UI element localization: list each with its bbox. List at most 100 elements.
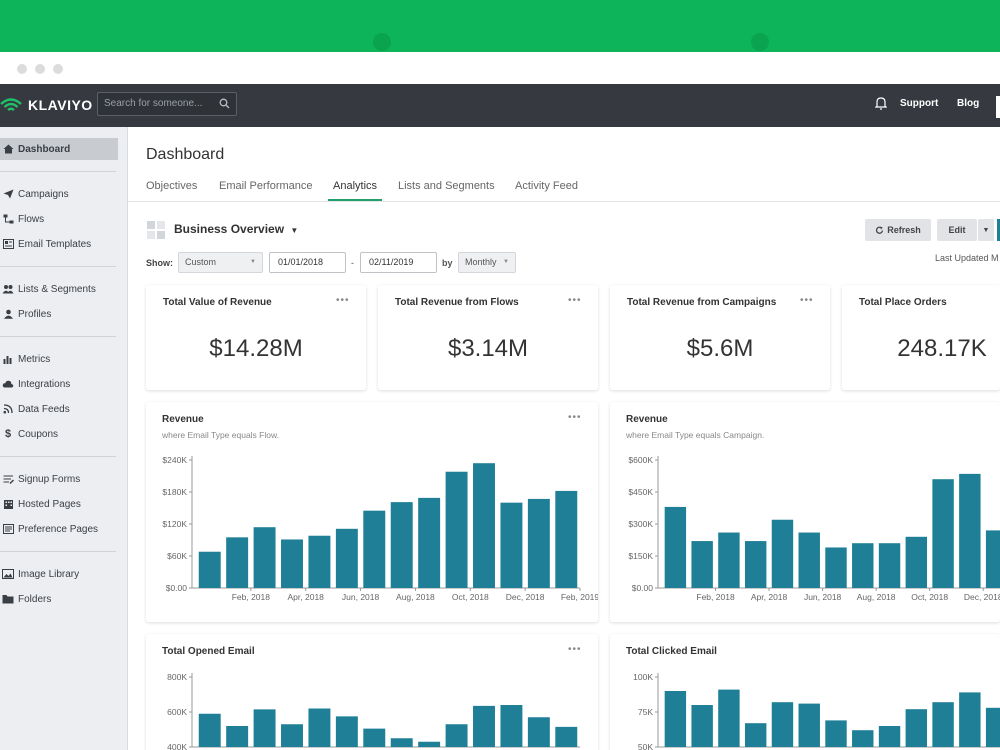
bar — [905, 709, 928, 747]
sidebar-item-label: Profiles — [18, 308, 52, 320]
image-icon — [2, 568, 14, 580]
x-tick-label: Apr, 2018 — [288, 592, 325, 602]
sidebar-item-signup-forms[interactable]: Signup Forms — [0, 468, 118, 490]
sidebar-item-preference-pages[interactable]: Preference Pages — [0, 518, 118, 540]
sidebar-item-data-feeds[interactable]: Data Feeds — [0, 398, 118, 420]
sidebar-item-metrics[interactable]: Metrics — [0, 348, 118, 370]
sidebar-item-label: Hosted Pages — [18, 498, 81, 510]
search-icon[interactable] — [219, 98, 230, 109]
date-to-input[interactable]: 02/11/2019 — [360, 252, 437, 273]
sidebar-item-dashboard[interactable]: Dashboard — [0, 138, 118, 160]
tab-analytics[interactable]: Analytics — [333, 180, 378, 192]
tab-activity-feed[interactable]: Activity Feed — [515, 180, 578, 192]
metric-value: $14.28M — [209, 335, 303, 362]
edit-button[interactable]: Edit — [937, 219, 977, 241]
by-label: by — [442, 258, 453, 268]
sidebar-item-label: Data Feeds — [18, 403, 70, 415]
range-select[interactable]: Custom ▼ — [178, 252, 263, 273]
bar — [226, 726, 249, 747]
more-options-icon[interactable]: ••• — [568, 412, 582, 423]
revenue-campaign-chart: $0.00 $150K $300K $450K $600K Feb, 2018 Apr, 2… — [628, 455, 1000, 602]
more-options-icon[interactable]: ••• — [568, 644, 582, 655]
bar — [363, 510, 386, 588]
overview-dropdown[interactable]: Business Overview ▼ — [174, 222, 298, 236]
sidebar-item-image-library[interactable]: Image Library — [0, 563, 118, 585]
sidebar-item-label: Flows — [18, 213, 45, 225]
window-minimize-dot[interactable] — [35, 64, 45, 74]
x-tick-label: Jun, 2018 — [342, 592, 380, 602]
y-tick-label: $60K — [167, 551, 187, 561]
bar — [985, 530, 1000, 588]
overview-title: Business Overview — [174, 222, 285, 236]
window-maximize-dot[interactable] — [53, 64, 63, 74]
bar — [798, 532, 820, 588]
x-tick-label: Oct, 2018 — [452, 592, 489, 602]
sidebar-item-flows[interactable]: Flows — [0, 208, 118, 230]
bar — [390, 738, 413, 747]
cloud-icon — [2, 378, 14, 390]
metric-card: Total Revenue from Campaigns ••• $5.6M — [610, 285, 830, 390]
bar — [390, 502, 413, 588]
sidebar-item-hosted-pages[interactable]: Hosted Pages — [0, 493, 118, 515]
brand-logo[interactable]: KLAVIYO — [0, 96, 93, 114]
granularity-select[interactable]: Monthly ▼ — [458, 252, 516, 273]
date-separator: - — [351, 258, 354, 268]
more-options-icon[interactable]: ••• — [336, 295, 350, 306]
bar — [473, 705, 495, 747]
bar — [363, 728, 386, 747]
bar — [281, 724, 303, 747]
backdrop-knob — [751, 33, 769, 51]
support-link[interactable]: Support — [900, 98, 939, 109]
bar — [718, 689, 740, 747]
account-avatar[interactable] — [996, 96, 1000, 118]
more-options-icon[interactable]: ••• — [568, 295, 582, 306]
refresh-button[interactable]: Refresh — [865, 219, 931, 241]
last-updated-text: Last Updated M — [935, 253, 999, 263]
bar — [878, 726, 901, 747]
bar — [691, 541, 713, 588]
sidebar-item-integrations[interactable]: Integrations — [0, 373, 118, 395]
primary-action-sliver[interactable] — [997, 219, 1000, 241]
metric-value: $3.14M — [447, 335, 529, 362]
people-icon — [2, 283, 14, 295]
date-from-input[interactable]: 01/01/2018 — [269, 252, 346, 273]
sidebar-item-campaigns[interactable]: Campaigns — [0, 183, 118, 205]
metric-card: Total Revenue from Flows ••• $3.14M — [378, 285, 598, 390]
bar — [825, 547, 847, 588]
brand-name: KLAVIYO — [28, 97, 93, 113]
sidebar-item-coupons[interactable]: $ Coupons — [0, 423, 118, 445]
y-tick-label: 50K — [638, 742, 653, 750]
y-tick-label: $120K — [162, 519, 187, 529]
metric-card: Total Place Orders 248.17K — [842, 285, 1000, 390]
bar — [198, 713, 221, 747]
y-tick-label: 400K — [167, 742, 187, 750]
bar — [664, 506, 687, 588]
bar — [418, 497, 441, 588]
x-tick-label: Dec, 2018 — [964, 592, 1000, 602]
tab-objectives[interactable]: Objectives — [146, 180, 198, 192]
granularity-value: Monthly — [465, 257, 497, 267]
blog-link[interactable]: Blog — [957, 98, 980, 109]
x-tick-label: Aug, 2018 — [396, 592, 435, 602]
sidebar-item-email-templates[interactable]: Email Templates — [0, 233, 118, 255]
bar — [555, 726, 578, 747]
sidebar-item-label: Email Templates — [18, 238, 92, 250]
tab-lists-and-segments[interactable]: Lists and Segments — [398, 180, 495, 192]
sidebar-item-folders[interactable]: Folders — [0, 588, 118, 610]
bar-chart-icon — [2, 353, 14, 365]
page-title: Dashboard — [146, 146, 225, 163]
chart-subtitle: where Email Type equals Campaign. — [626, 430, 765, 440]
search-input[interactable]: Search for someone... — [97, 92, 237, 116]
x-tick-label: Feb, 2018 — [232, 592, 271, 602]
more-options-icon[interactable]: ••• — [800, 295, 814, 306]
tab-email-performance[interactable]: Email Performance — [219, 180, 313, 192]
bell-icon[interactable] — [875, 96, 887, 110]
sidebar-item-label: Dashboard — [18, 143, 71, 155]
sidebar-item-profiles[interactable]: Profiles — [0, 303, 118, 325]
y-tick-label: $450K — [628, 487, 653, 497]
window-close-dot[interactable] — [17, 64, 27, 74]
sidebar-item-lists-segments[interactable]: Lists & Segments — [0, 278, 118, 300]
bar — [959, 692, 981, 747]
edit-dropdown-button[interactable]: ▼ — [978, 219, 994, 241]
revenue-flow-chart: $0.00 $60K $120K $180K $240K Feb, 2018 Apr, 20… — [162, 455, 598, 602]
